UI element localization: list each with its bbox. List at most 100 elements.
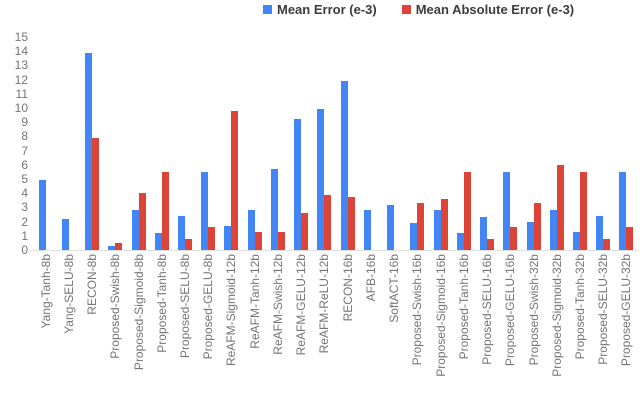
bar-group bbox=[406, 37, 429, 250]
x-axis-label-cell: AFB-16b bbox=[359, 254, 382, 410]
bar-mean-absolute-error-e-3 bbox=[533, 203, 541, 250]
x-axis-label: Proposed-Tanh-32b bbox=[573, 254, 587, 360]
x-axis-label-cell: Proposed-Sigmoid-32b bbox=[545, 254, 568, 410]
bar-mean-error-e-3 bbox=[201, 171, 209, 250]
bar-mean-absolute-error-e-3 bbox=[487, 239, 495, 250]
x-axis-label-cell: ReAFM-Swish-12b bbox=[266, 254, 289, 410]
x-axis-baseline bbox=[30, 250, 638, 251]
bar-mean-error-e-3 bbox=[573, 231, 580, 250]
bar-mean-error-e-3 bbox=[456, 232, 464, 250]
x-axis-label: Yang-SELU-8b bbox=[61, 254, 76, 334]
bar-mean-error-e-3 bbox=[596, 215, 604, 250]
x-axis-label: ReAFM-GELU-12b bbox=[294, 254, 309, 356]
x-axis-label: ReAFM-Swish-12b bbox=[270, 254, 285, 355]
x-axis-label: ReAFM-ReLU-12b bbox=[317, 254, 332, 354]
legend-color-swatch-blue bbox=[263, 5, 272, 14]
bar-group bbox=[220, 37, 243, 250]
x-axis-label: Proposed-SELU-32b bbox=[596, 254, 611, 365]
y-axis-tick-label: 10 bbox=[14, 101, 28, 115]
bar-group bbox=[197, 37, 220, 250]
bar-mean-error-e-3 bbox=[61, 218, 69, 250]
bar-group bbox=[266, 37, 289, 250]
bar-mean-absolute-error-e-3 bbox=[626, 227, 634, 250]
bar-mean-error-e-3 bbox=[503, 171, 511, 250]
bar-mean-error-e-3 bbox=[247, 210, 255, 250]
x-axis-label: Proposed-Sigmoid-16b bbox=[433, 254, 448, 377]
bar-group bbox=[57, 37, 80, 250]
bar-mean-error-e-3 bbox=[387, 204, 395, 250]
x-axis-label-cell: Proposed-Sigmoid-16b bbox=[429, 254, 452, 410]
bar-mean-error-e-3 bbox=[410, 223, 418, 250]
x-axis-label: Proposed-Sigmoid-8b bbox=[131, 254, 146, 371]
x-axis-label-cell: SoftACT-16b bbox=[383, 254, 406, 410]
x-axis-label-cell: Proposed-SELU-16b bbox=[475, 254, 498, 410]
x-axis-label-cell: Proposed-Swish-16b bbox=[406, 254, 429, 410]
bar-mean-absolute-error-e-3 bbox=[347, 197, 355, 250]
x-axis-label: Proposed-Swish-32b bbox=[526, 254, 541, 366]
y-axis-tick-label: 3 bbox=[21, 200, 28, 215]
bar-mean-absolute-error-e-3 bbox=[161, 171, 169, 250]
bar-mean-error-e-3 bbox=[433, 210, 441, 250]
bar-mean-error-e-3 bbox=[317, 109, 325, 250]
y-axis-tick-label: 14 bbox=[14, 44, 28, 59]
bar-mean-error-e-3 bbox=[85, 52, 93, 250]
bar-group bbox=[127, 37, 150, 250]
x-axis-label-cell: Yang-Tanh-8b bbox=[34, 254, 57, 410]
bar-group bbox=[615, 37, 638, 250]
bar-mean-error-e-3 bbox=[363, 210, 371, 250]
x-axis-label-cell: Proposed-SELU-32b bbox=[592, 254, 615, 410]
legend-item-mean-error: Mean Error (e-3) bbox=[263, 2, 377, 17]
bar-mean-error-e-3 bbox=[340, 81, 348, 250]
bar-mean-error-e-3 bbox=[178, 215, 186, 250]
bar-mean-absolute-error-e-3 bbox=[254, 231, 262, 250]
bar-group bbox=[313, 37, 336, 250]
x-axis-label-cell: ReAFM-Sigmoid-12b bbox=[220, 254, 243, 410]
bar-group bbox=[34, 37, 57, 250]
x-axis-label: ReAFM-Tanh-12b bbox=[247, 254, 262, 349]
bar-mean-error-e-3 bbox=[270, 169, 278, 250]
x-axis-label-cell: ReAFM-Tanh-12b bbox=[243, 254, 266, 410]
bar-mean-error-e-3 bbox=[294, 119, 302, 250]
x-axis-label-cell: Proposed-Tanh-8b bbox=[150, 254, 173, 410]
y-axis-tick-label: 13 bbox=[14, 58, 28, 73]
x-axis-label-cell: Proposed-SELU-8b bbox=[173, 254, 196, 410]
bar-group bbox=[290, 37, 313, 250]
bar-mean-absolute-error-e-3 bbox=[603, 238, 611, 250]
x-axis-label-cell: Yang-SELU-8b bbox=[57, 254, 80, 410]
bar-mean-absolute-error-e-3 bbox=[138, 193, 146, 250]
bar-mean-error-e-3 bbox=[480, 217, 488, 250]
bar-mean-error-e-3 bbox=[154, 232, 162, 250]
y-axis-tick-label: 4 bbox=[21, 186, 28, 201]
y-axis-tick-label: 15 bbox=[14, 30, 28, 44]
x-axis-label: RECON-16b bbox=[340, 254, 355, 322]
bar-mean-absolute-error-e-3 bbox=[185, 239, 193, 250]
x-axis-label-cell: Proposed-Sigmoid-8b bbox=[127, 254, 150, 410]
x-axis-label: Proposed-Swish-16b bbox=[410, 254, 425, 366]
bar-mean-absolute-error-e-3 bbox=[92, 137, 100, 250]
bar-group bbox=[545, 37, 568, 250]
bar-group bbox=[359, 37, 382, 250]
bar-mean-absolute-error-e-3 bbox=[115, 242, 123, 250]
legend-label: Mean Error (e-3) bbox=[277, 2, 377, 17]
bar-mean-absolute-error-e-3 bbox=[556, 164, 564, 250]
bar-mean-error-e-3 bbox=[619, 171, 627, 250]
legend-color-swatch-red bbox=[401, 5, 411, 14]
bar-group bbox=[336, 37, 359, 250]
bar-mean-error-e-3 bbox=[108, 245, 116, 250]
y-axis-tick-label: 5 bbox=[21, 172, 28, 186]
bar-mean-absolute-error-e-3 bbox=[208, 227, 216, 250]
y-axis-tick-label: 2 bbox=[21, 214, 28, 229]
x-axis-label: Proposed-Swish-8b bbox=[108, 254, 123, 359]
x-axis-label: ReAFM-Sigmoid-12b bbox=[224, 254, 239, 367]
x-axis-label: Proposed-Tanh-8b bbox=[154, 254, 169, 353]
y-axis-tick-label: 1 bbox=[21, 228, 28, 243]
x-axis-labels: Yang-Tanh-8b Yang-SELU-8b RECON-8b Proposed… bbox=[34, 254, 638, 410]
x-axis-label-cell: Proposed-GELU-32b bbox=[615, 254, 638, 410]
x-axis-label-cell: Proposed-GELU-8b bbox=[197, 254, 220, 410]
y-axis-tick-label: 6 bbox=[21, 157, 28, 172]
bar-mean-absolute-error-e-3 bbox=[510, 227, 518, 250]
bar-mean-error-e-3 bbox=[526, 221, 534, 250]
bar-group bbox=[150, 37, 173, 250]
y-axis: 0 1 2 3 4 5 6 7 8 9 10 11 12 13 14 15 bbox=[0, 0, 28, 260]
x-axis-label-cell: Proposed-Swish-32b bbox=[522, 254, 545, 410]
